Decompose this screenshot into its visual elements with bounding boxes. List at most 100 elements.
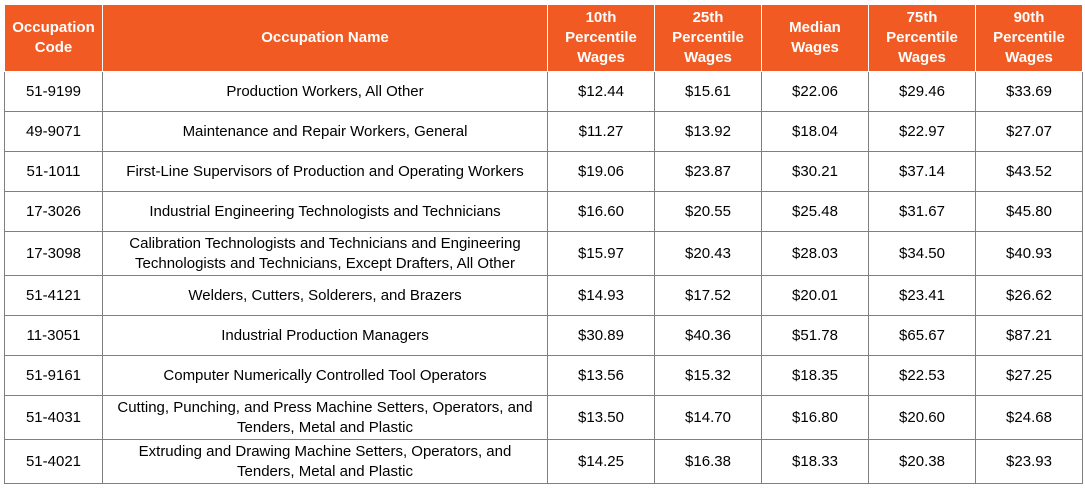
cell-10th-percentile: $14.93 (547, 275, 655, 316)
cell-90th-percentile: $43.52 (975, 151, 1083, 192)
text-line: Percentile (672, 29, 744, 46)
table-row: 51-4031 Cutting, Punching, and Press Mach… (4, 395, 1083, 440)
cell-10th-percentile: $15.97 (547, 231, 655, 276)
cell-90th-percentile: $26.62 (975, 275, 1083, 316)
text-line: Computer Numerically Controlled Tool Ope… (163, 366, 487, 384)
cell-10th-percentile: $13.50 (547, 395, 655, 440)
cell-occupation-code: 51-4031 (4, 395, 103, 440)
cell-25th-percentile: $20.43 (654, 231, 762, 276)
cell-75th-percentile: $23.41 (868, 275, 976, 316)
table-body: 51-9199 Production Workers, All Other $12.… (4, 71, 1083, 484)
cell-median-wages: $25.48 (761, 191, 869, 232)
cell-median-wages: $22.06 (761, 71, 869, 112)
header-occupation-code: Occupation Code (4, 4, 103, 72)
cell-75th-percentile: $22.53 (868, 355, 976, 396)
cell-10th-percentile: $19.06 (547, 151, 655, 192)
cell-median-wages: $16.80 (761, 395, 869, 440)
text-line: Percentile (565, 29, 637, 46)
cell-25th-percentile: $14.70 (654, 395, 762, 440)
cell-occupation-name: Production Workers, All Other (102, 71, 548, 112)
header-occupation-name: Occupation Name (102, 4, 548, 72)
cell-median-wages: $20.01 (761, 275, 869, 316)
cell-75th-percentile: $31.67 (868, 191, 976, 232)
text-line: Wages (577, 49, 625, 66)
cell-90th-percentile: $33.69 (975, 71, 1083, 112)
cell-90th-percentile: $27.25 (975, 355, 1083, 396)
cell-75th-percentile: $29.46 (868, 71, 976, 112)
cell-median-wages: $28.03 (761, 231, 869, 276)
cell-occupation-name: Calibration Technologists and Technician… (102, 231, 548, 276)
text-line: Tenders, Metal and Plastic (237, 418, 413, 436)
text-line: 75th (906, 9, 938, 26)
cell-75th-percentile: $20.38 (868, 439, 976, 484)
text-line: Wages (684, 49, 732, 66)
cell-occupation-code: 51-9161 (4, 355, 103, 396)
table-row: 51-9161 Computer Numerically Controlled T… (4, 355, 1083, 396)
cell-90th-percentile: $87.21 (975, 315, 1083, 356)
cell-25th-percentile: $13.92 (654, 111, 762, 152)
text-line: Wages (791, 39, 839, 56)
cell-median-wages: $30.21 (761, 151, 869, 192)
cell-occupation-code: 51-4021 (4, 439, 103, 484)
header-row: Occupation Code Occupation Name 10th Perce… (4, 4, 1083, 72)
table-row: 49-9071 Maintenance and Repair Workers, G… (4, 111, 1083, 152)
text-line: 90th (1013, 9, 1045, 26)
text-line: Production Workers, All Other (226, 82, 424, 100)
text-line: 10th (585, 9, 617, 26)
cell-median-wages: $18.35 (761, 355, 869, 396)
table-header: Occupation Code Occupation Name 10th Perce… (4, 4, 1083, 72)
cell-10th-percentile: $30.89 (547, 315, 655, 356)
cell-occupation-name: Maintenance and Repair Workers, General (102, 111, 548, 152)
header-median-wages: Median Wages (761, 4, 869, 72)
cell-90th-percentile: $23.93 (975, 439, 1083, 484)
cell-25th-percentile: $20.55 (654, 191, 762, 232)
text-line: Occupation (12, 19, 95, 36)
header-25th-percentile: 25th Percentile Wages (654, 4, 762, 72)
text-line: 25th (692, 9, 724, 26)
text-line: Percentile (993, 29, 1065, 46)
cell-median-wages: $51.78 (761, 315, 869, 356)
text-line: Wages (898, 49, 946, 66)
cell-25th-percentile: $17.52 (654, 275, 762, 316)
table-row: 17-3026 Industrial Engineering Technologi… (4, 191, 1083, 232)
text-line: Calibration Technologists and Technician… (129, 234, 521, 252)
cell-occupation-name: Industrial Engineering Technologists and… (102, 191, 548, 232)
text-line: Occupation Name (261, 29, 389, 46)
text-line: Tenders, Metal and Plastic (237, 462, 413, 480)
cell-75th-percentile: $20.60 (868, 395, 976, 440)
table-row: 51-4121 Welders, Cutters, Solderers, and … (4, 275, 1083, 316)
text-line: Welders, Cutters, Solderers, and Brazers (188, 286, 462, 304)
text-line: Median (789, 19, 841, 36)
cell-occupation-code: 51-9199 (4, 71, 103, 112)
text-line: Wages (1005, 49, 1053, 66)
cell-90th-percentile: $45.80 (975, 191, 1083, 232)
cell-25th-percentile: $16.38 (654, 439, 762, 484)
wages-table: Occupation Code Occupation Name 10th Perce… (4, 4, 1083, 484)
cell-25th-percentile: $15.61 (654, 71, 762, 112)
cell-90th-percentile: $27.07 (975, 111, 1083, 152)
table-row: 51-1011 First-Line Supervisors of Product… (4, 151, 1083, 192)
header-75th-percentile: 75th Percentile Wages (868, 4, 976, 72)
cell-median-wages: $18.04 (761, 111, 869, 152)
cell-occupation-code: 51-4121 (4, 275, 103, 316)
cell-10th-percentile: $16.60 (547, 191, 655, 232)
cell-75th-percentile: $34.50 (868, 231, 976, 276)
table-row: 11-3051 Industrial Production Managers $30… (4, 315, 1083, 356)
cell-25th-percentile: $15.32 (654, 355, 762, 396)
text-line: Maintenance and Repair Workers, General (182, 122, 468, 140)
text-line: Industrial Production Managers (221, 326, 429, 344)
cell-10th-percentile: $13.56 (547, 355, 655, 396)
cell-occupation-name: Extruding and Drawing Machine Setters, O… (102, 439, 548, 484)
cell-75th-percentile: $65.67 (868, 315, 976, 356)
text-line: Extruding and Drawing Machine Setters, O… (138, 442, 512, 460)
cell-occupation-name: Computer Numerically Controlled Tool Ope… (102, 355, 548, 396)
cell-75th-percentile: $37.14 (868, 151, 976, 192)
cell-occupation-name: Industrial Production Managers (102, 315, 548, 356)
table-row: 51-4021 Extruding and Drawing Machine Set… (4, 439, 1083, 484)
table-row: 51-9199 Production Workers, All Other $12.… (4, 71, 1083, 112)
cell-10th-percentile: $11.27 (547, 111, 655, 152)
header-10th-percentile: 10th Percentile Wages (547, 4, 655, 72)
cell-occupation-name: Cutting, Punching, and Press Machine Set… (102, 395, 548, 440)
cell-25th-percentile: $23.87 (654, 151, 762, 192)
cell-occupation-name: Welders, Cutters, Solderers, and Brazers (102, 275, 548, 316)
